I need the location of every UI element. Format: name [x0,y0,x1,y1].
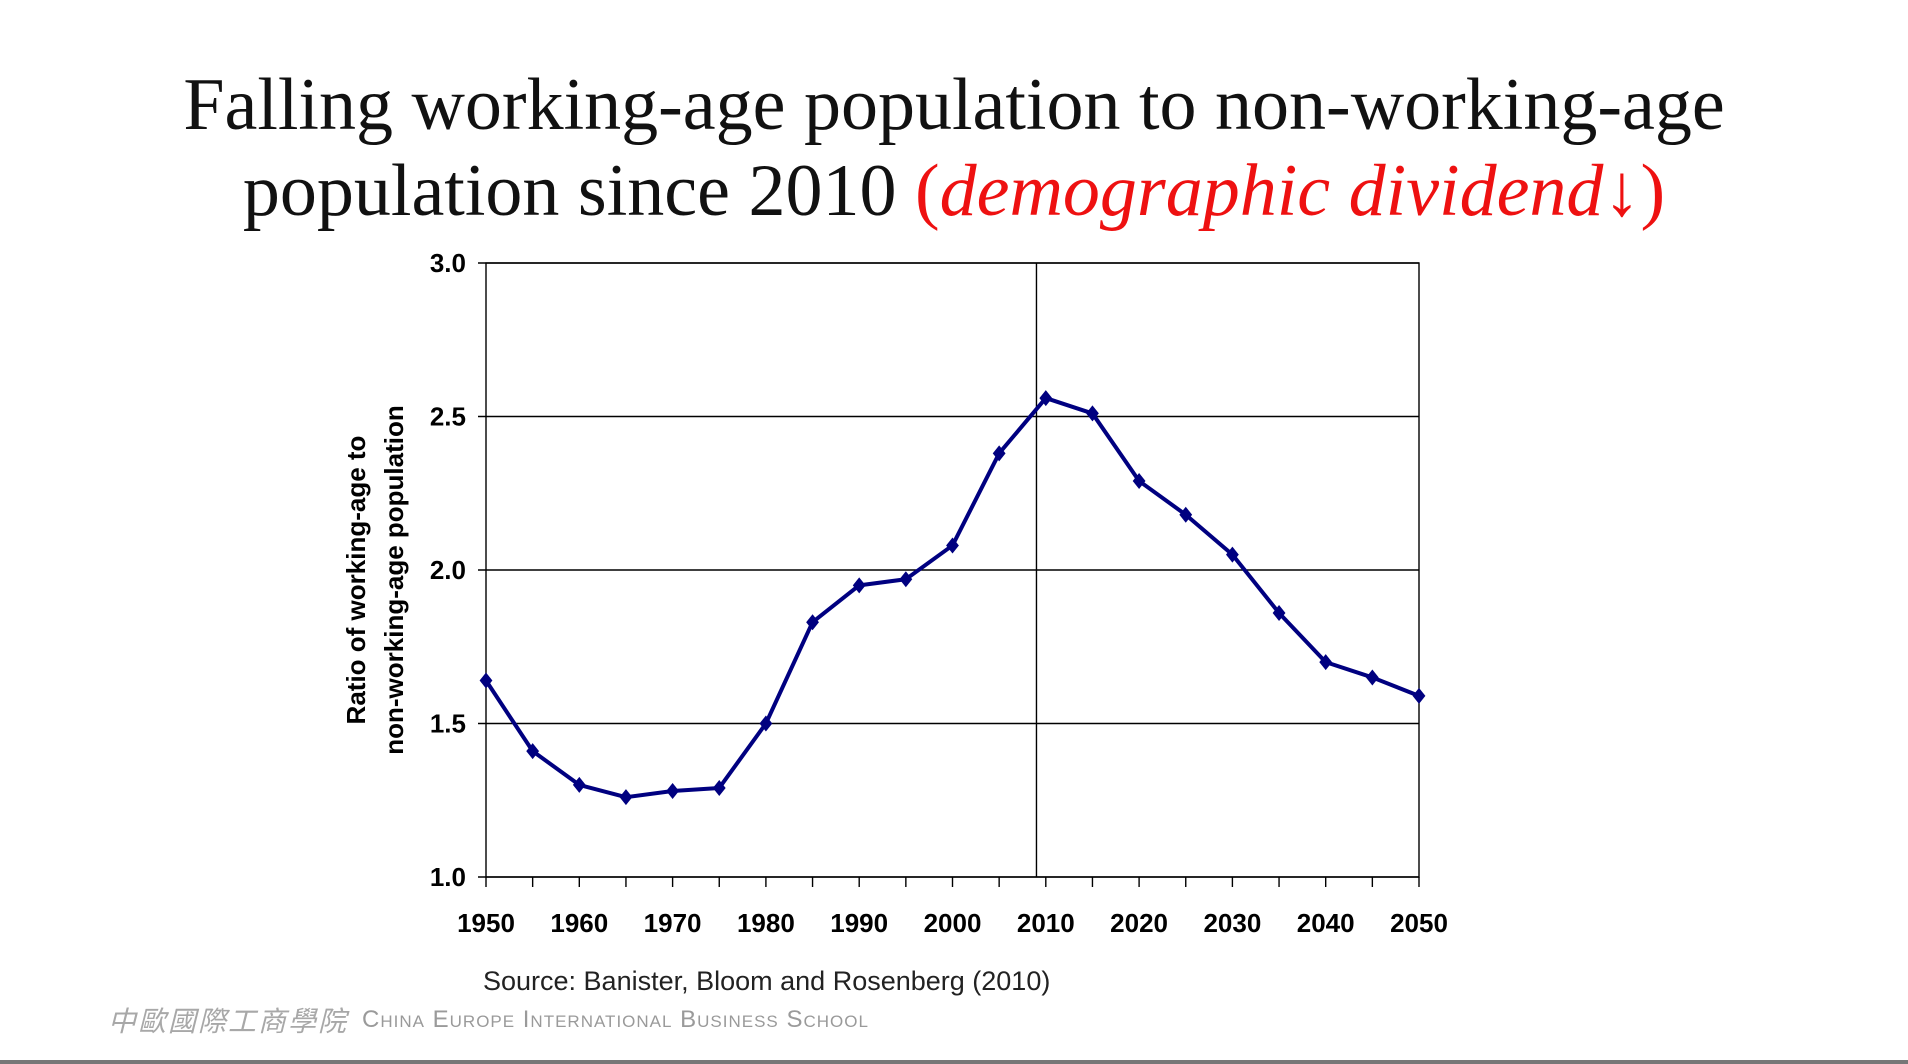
data-point-marker [899,571,913,588]
y-tick-label: 2.5 [430,402,466,432]
data-point-marker [1226,546,1239,563]
x-tick-label: 1990 [830,908,888,938]
data-point-marker [1039,390,1053,407]
x-tick-label: 2020 [1110,908,1168,938]
x-tick-label: 2040 [1297,908,1355,938]
data-point-marker [572,776,586,793]
x-tick-label: 1980 [737,908,795,938]
data-point-marker [1319,654,1333,671]
data-point-marker [526,743,540,760]
data-point-marker [759,715,773,732]
title-paren-close: ) [1640,150,1666,232]
y-axis-label-line-1: Ratio of working-age to [341,436,371,725]
data-point-marker [946,537,959,554]
title-line-1: Falling working-age population to non-wo… [183,64,1725,146]
data-point-marker [1132,472,1146,489]
title-paren-open: ( [914,150,940,232]
x-tick-label: 2050 [1390,908,1448,938]
data-point-marker [479,672,493,689]
slide-title: Falling working-age population to non-wo… [0,62,1908,234]
x-tick-label: 1970 [644,908,702,938]
title-line-2: population since 2010 (demographic divid… [0,148,1908,234]
data-point-marker [712,779,726,796]
data-point-marker [992,445,1006,462]
x-tick-label: 2010 [1017,908,1075,938]
x-tick-label: 2000 [924,908,982,938]
y-axis-label-line-2: non-working-age population [379,405,409,755]
series-line [484,396,1420,800]
data-point-marker [1179,506,1193,523]
data-point-marker [1365,669,1379,686]
data-point-marker [666,783,679,800]
data-point-marker [1272,604,1286,621]
data-point-marker [806,614,819,631]
logo-english-text: China Europe International Business Scho… [362,1006,869,1033]
y-tick-label: 2.0 [430,555,466,585]
logo-chinese-text: 中歐國際工商學院 [108,1005,349,1038]
x-tick-label: 1960 [550,908,608,938]
x-tick-label: 2030 [1203,908,1261,938]
y-tick-label: 1.0 [430,862,466,892]
data-point-marker [1412,687,1426,704]
source-note: Source: Banister, Bloom and Rosenberg (2… [483,966,1051,996]
school-logo: 中歐國際工商學院 China Europe International Busi… [108,1000,869,1040]
data-point-marker [1086,405,1099,422]
y-tick-label: 3.0 [430,248,466,278]
data-point-marker [852,577,866,594]
y-tick-label: 1.5 [430,709,466,739]
bottom-border [0,1060,1908,1064]
x-tick-label: 1950 [457,908,515,938]
title-highlight: demographic dividend↓ [939,150,1641,232]
data-point-marker [619,789,633,806]
title-line-2-text: population since 2010 [242,150,915,232]
